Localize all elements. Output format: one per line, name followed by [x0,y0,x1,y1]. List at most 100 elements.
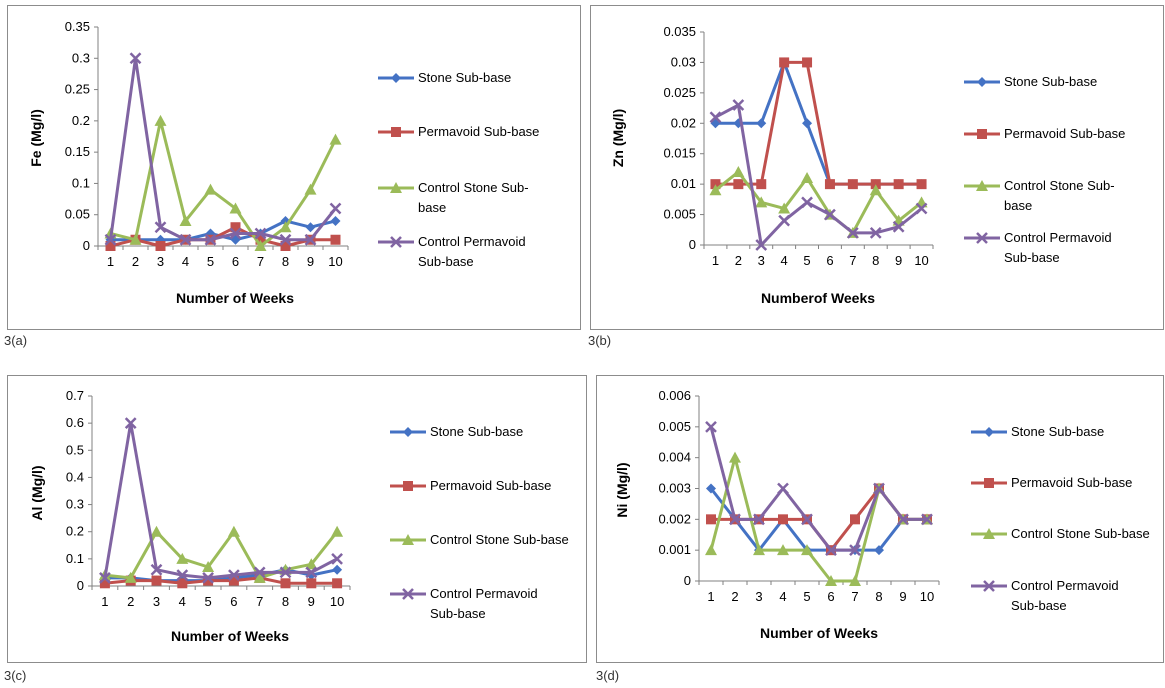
x-tick-label: 7 [849,253,856,268]
series-control-permavoid [104,52,342,246]
y-tick-label: 0.3 [72,50,90,65]
data-point [755,196,768,208]
data-point [124,571,137,583]
series-control-permavoid [709,99,928,251]
data-point [150,525,163,537]
data-point [306,570,317,581]
data-point [255,234,266,245]
chart-panel-al: 0 0.1 0.2 0.3 0.4 0.5 0.6 0.7 1 2 3 4 5 6 7 8 9 10 Number … [7,375,587,663]
data-point [870,179,881,190]
legend-swatch-marker [403,481,413,491]
x-tick-label: 5 [803,589,810,604]
y-tick-label: 0.2 [66,524,84,539]
data-point [869,226,882,239]
legend-label: Control Stone Sub-base [1011,526,1150,541]
data-point [825,575,837,586]
legend-label: Stone Sub-base [1004,74,1097,89]
data-point [203,575,214,586]
series-control-stone [104,114,342,251]
x-tick-label: 3 [758,253,765,268]
x-tick-label: 1 [101,594,108,609]
data-point [801,172,814,184]
legend-swatch-marker [391,73,401,83]
x-tick-label: 2 [735,253,742,268]
legend-entry: Control Permavoid Sub-base [971,578,1119,613]
figure-label-a: 3(a) [4,333,28,348]
data-point [306,578,317,589]
x-tick-label: 4 [179,594,186,609]
legend-swatch-marker [976,232,988,244]
x-axis-title: Numberof Weeks [761,290,875,306]
data-point [279,233,292,246]
y-tick-label: 0.035 [663,24,696,39]
x-tick-label: 1 [107,254,114,269]
data-point [280,241,291,251]
x-tick-label: 10 [328,254,342,269]
data-point [756,179,767,190]
y-tick-label: 0 [689,237,696,252]
x-tick-label: 10 [920,589,934,604]
x-tick-label: 6 [827,589,834,604]
data-point [331,525,344,537]
y-tick-label: 0.03 [671,54,696,69]
data-point [802,118,813,129]
x-tick-label: 1 [712,253,719,268]
series-control-permavoid [705,420,933,557]
data-point [846,226,859,239]
y-tick-label: 0 [684,573,691,588]
data-point [228,575,239,586]
x-tick-label: 4 [182,254,189,269]
data-point [129,52,142,65]
al-line-chart: 0 0.1 0.2 0.3 0.4 0.5 0.6 0.7 1 2 3 4 5 6 7 8 9 10 Number … [29,388,569,644]
x-axis-title: Number of Weeks [760,625,878,641]
x-tick-label: 2 [127,594,134,609]
series-line [714,103,923,247]
x-tick-label: 5 [204,594,211,609]
y-tick-label: 0.002 [658,511,691,526]
data-point [304,183,317,195]
legend-label: Control Stone Sub-base [418,180,529,215]
y-tick-label: 0.1 [66,551,84,566]
legend-swatch-marker [390,182,402,193]
x-tick-label: 3 [755,589,762,604]
data-point [151,575,162,586]
legend-label: Stone Sub-base [430,424,523,439]
data-point [99,571,111,584]
data-point [329,202,342,215]
data-point [892,220,905,233]
data-point [706,514,716,525]
x-tick-label: 4 [779,589,786,604]
data-point [279,566,292,579]
data-point [710,179,721,190]
data-point [753,513,765,526]
data-point [873,482,885,495]
legend-label: Control Permavoid Sub-base [430,586,538,621]
data-point [847,179,858,190]
data-point [202,571,214,584]
data-point [755,239,768,251]
data-point [330,234,341,245]
data-point [801,196,813,209]
x-tick-label: 8 [872,253,879,268]
data-point [825,544,837,557]
legend-entry: Control Permavoid Sub-base [964,230,1112,265]
legend-entry: Control Permavoid Sub-base [390,586,538,621]
y-tick-label: 0.7 [66,388,84,403]
fe-line-chart: 0 0.05 0.1 0.15 0.2 0.25 0.3 0.35 1 2 3 4 5 6 7 8 9 10 Num… [28,19,539,306]
legend-entry: Stone Sub-base [378,70,511,85]
legend-label: Permavoid Sub-base [1004,126,1125,141]
x-tick-label: 10 [914,253,928,268]
legend-label: Control Permavoid Sub-base [1011,578,1119,613]
data-point [332,564,343,575]
data-point [729,451,741,463]
data-point [915,202,928,215]
data-point [124,417,137,430]
legend-entry: Control Permavoid Sub-base [378,234,526,269]
legend-swatch-marker [984,427,994,437]
y-tick-label: 0.01 [671,176,696,191]
legend-entry: Control Stone Sub-base [378,180,529,215]
y-tick-label: 0 [83,238,90,253]
y-tick-label: 0.25 [65,82,90,97]
data-point [99,578,110,589]
data-point [254,227,267,240]
